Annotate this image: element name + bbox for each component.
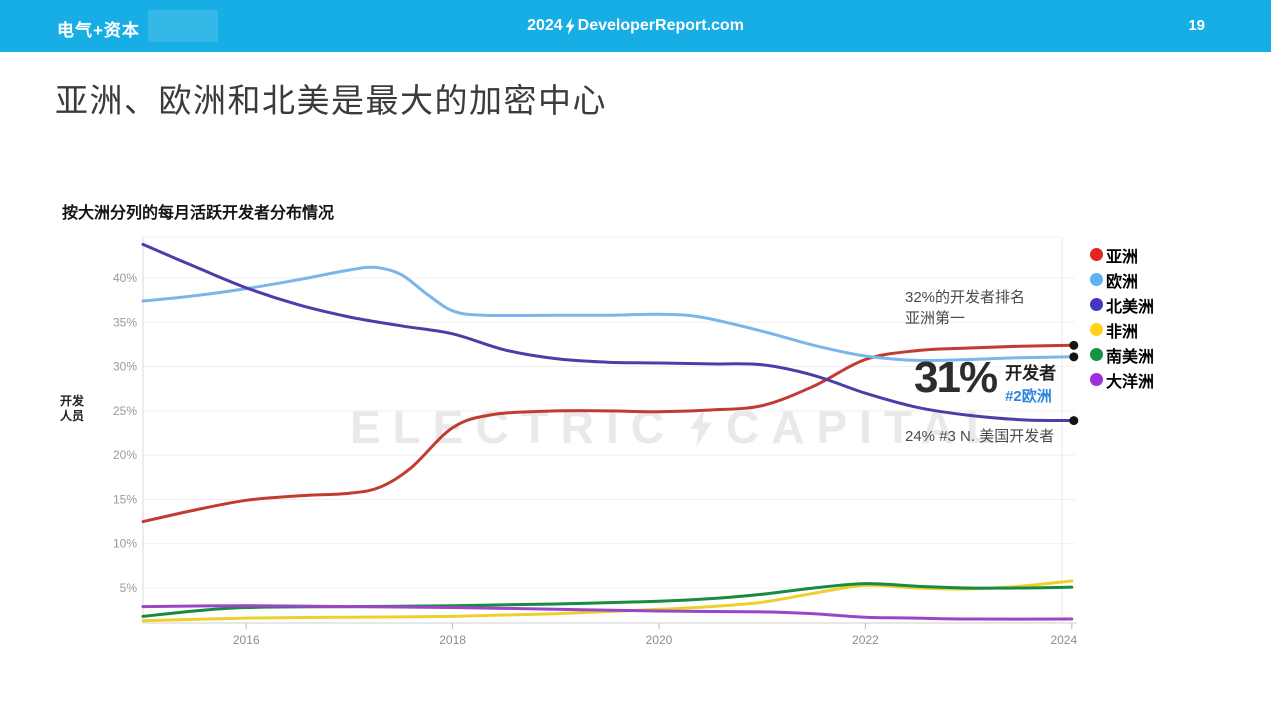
europe-developers-label: 开发者 (1005, 364, 1057, 383)
watermark-left: ELECTRIC (350, 401, 676, 453)
legend-dot-oceania (1090, 373, 1103, 386)
header-bar: 电气+资本 2024 DeveloperReport.com 19 (0, 0, 1271, 52)
watermark-bolt-icon (690, 406, 712, 448)
svg-text:15%: 15% (113, 492, 137, 506)
svg-text:2016: 2016 (233, 633, 260, 647)
legend-dot-north-america (1090, 298, 1103, 311)
svg-text:2024: 2024 (1050, 633, 1077, 647)
page-number: 19 (1188, 17, 1205, 34)
svg-text:2020: 2020 (646, 633, 673, 647)
legend-item-oceania: 大洋洲 (1090, 367, 1154, 392)
annotation-europe-rank2: 31% 开发者 #2欧洲 (914, 353, 1057, 406)
brand-logo: 电气+资本 (57, 21, 140, 40)
legend-item-africa: 非洲 (1090, 317, 1154, 342)
svg-text:2022: 2022 (852, 633, 879, 647)
svg-text:2018: 2018 (439, 633, 466, 647)
legend-dot-south-america (1090, 348, 1103, 361)
header-year: 2024 (527, 17, 563, 34)
legend-item-asia: 亚洲 (1090, 242, 1154, 267)
legend-dot-africa (1090, 323, 1103, 336)
legend-dot-europe (1090, 273, 1103, 286)
y-axis-label: 开发人员 (60, 394, 85, 423)
legend-dot-asia (1090, 248, 1103, 261)
svg-text:5%: 5% (120, 581, 138, 595)
annotation-namerica-rank3: 24% #3 N. 美国开发者 (905, 428, 1055, 445)
chart-subtitle: 按大洲分列的每月活跃开发者分布情况 (62, 205, 335, 222)
legend-item-north-america: 北美洲 (1090, 292, 1154, 317)
svg-text:20%: 20% (113, 448, 137, 462)
logo-highlight-box (148, 10, 218, 42)
svg-text:10%: 10% (113, 537, 137, 551)
europe-percent: 31% (914, 353, 998, 402)
annotation-asia-rank1: 32%的开发者排名亚洲第一 (905, 289, 1026, 327)
europe-rank-label: #2欧洲 (1005, 388, 1052, 405)
svg-text:35%: 35% (113, 315, 137, 329)
svg-text:30%: 30% (113, 360, 137, 374)
lightning-bolt-icon (565, 17, 575, 35)
legend-item-europe: 欧洲 (1090, 267, 1154, 292)
chart-legend: 亚洲 欧洲 北美洲 非洲 南美洲 大洋洲 (1090, 242, 1154, 392)
svg-text:25%: 25% (113, 404, 137, 418)
header-site-link[interactable]: 2024 DeveloperReport.com (527, 0, 744, 52)
header-site: DeveloperReport.com (577, 17, 744, 34)
slide-title: 亚洲、欧洲和北美是最大的加密中心 (55, 82, 607, 119)
svg-text:40%: 40% (113, 271, 137, 285)
legend-item-south-america: 南美洲 (1090, 342, 1154, 367)
